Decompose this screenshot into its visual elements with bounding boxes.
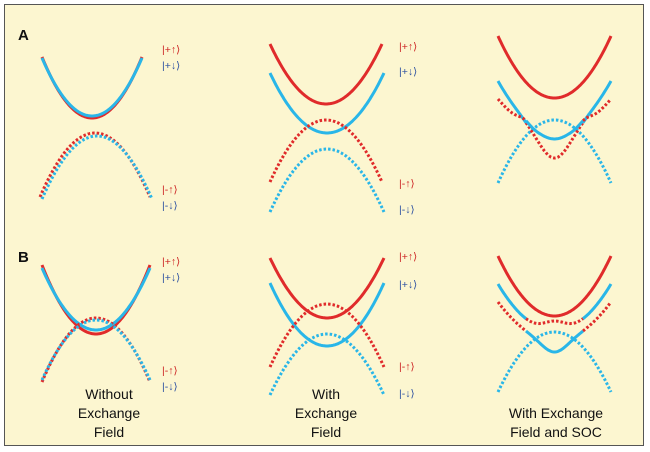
ket-b2-minus-down: |-↓⟩ [399, 388, 415, 400]
band-a3-upper-mid [524, 121, 585, 160]
band-a2-plus-down [268, 72, 386, 135]
band-a3-lower-left [496, 98, 528, 122]
ket-a1-minus-down: |-↓⟩ [162, 200, 178, 212]
band-b3-upper-mid [525, 317, 584, 326]
band-a2-minus-up [268, 118, 384, 183]
ket-a2-plus-up: |+↑⟩ [399, 41, 417, 53]
band-b2-plus-up [268, 257, 386, 320]
band-b1-minus-up [40, 316, 152, 383]
ket-a2-minus-down: |-↓⟩ [399, 204, 415, 216]
band-a3-lower-mid [524, 119, 585, 141]
band-a3-plus-up [496, 35, 613, 100]
ket-b1-minus-up: |-↑⟩ [162, 365, 178, 377]
ket-a1-minus-up: |-↑⟩ [162, 184, 178, 196]
ket-a2-plus-down: |+↓⟩ [399, 66, 417, 78]
ket-a1-plus-down: |+↓⟩ [162, 60, 180, 72]
band-b3-lower-mid [524, 329, 585, 354]
ket-b1-minus-down: |-↓⟩ [162, 381, 178, 393]
band-a3-minus-down [496, 118, 613, 184]
caption-col2-line1: With [312, 386, 340, 402]
ket-b2-plus-down: |+↓⟩ [399, 279, 417, 291]
band-b1-plus-down [40, 267, 152, 332]
band-a2-plus-up [268, 43, 384, 106]
band-b2-minus-down [268, 332, 386, 396]
band-b3-upper-left [496, 283, 527, 320]
ket-a1-plus-up: |+↑⟩ [162, 44, 180, 56]
caption-col3-line2: Field and SOC [510, 424, 602, 440]
row-label-b: B [18, 249, 29, 266]
band-b1-minus-down [40, 318, 152, 381]
band-a1-plus-down [40, 57, 144, 118]
ket-a2-minus-up: |-↑⟩ [399, 178, 415, 190]
caption-col2-line3: Field [311, 424, 341, 440]
band-a1-minus-down [40, 134, 154, 200]
caption-col1-line3: Field [94, 424, 124, 440]
ket-b1-plus-up: |+↑⟩ [162, 256, 180, 268]
caption-col3-line1: With Exchange [509, 405, 603, 421]
band-a3-lower-right [581, 98, 613, 122]
row-label-a: A [18, 27, 29, 44]
caption-col2-line2: Exchange [295, 405, 357, 421]
ket-b2-plus-up: |+↑⟩ [399, 251, 417, 263]
band-b2-plus-down [268, 282, 386, 348]
caption-col1-line1: Without [85, 386, 133, 402]
band-b3-lower-right [582, 301, 613, 333]
figure-frame [4, 4, 644, 446]
ket-b1-plus-down: |+↓⟩ [162, 272, 180, 284]
ket-b2-minus-up: |-↑⟩ [399, 361, 415, 373]
band-a3-upper-left [496, 80, 528, 124]
band-b3-minus-down [496, 330, 613, 393]
band-a2-minus-down [268, 147, 386, 213]
caption-col1-line2: Exchange [78, 405, 140, 421]
band-b3-upper-right [582, 283, 613, 320]
band-curves [38, 35, 613, 396]
band-b3-plus-up [496, 255, 613, 318]
